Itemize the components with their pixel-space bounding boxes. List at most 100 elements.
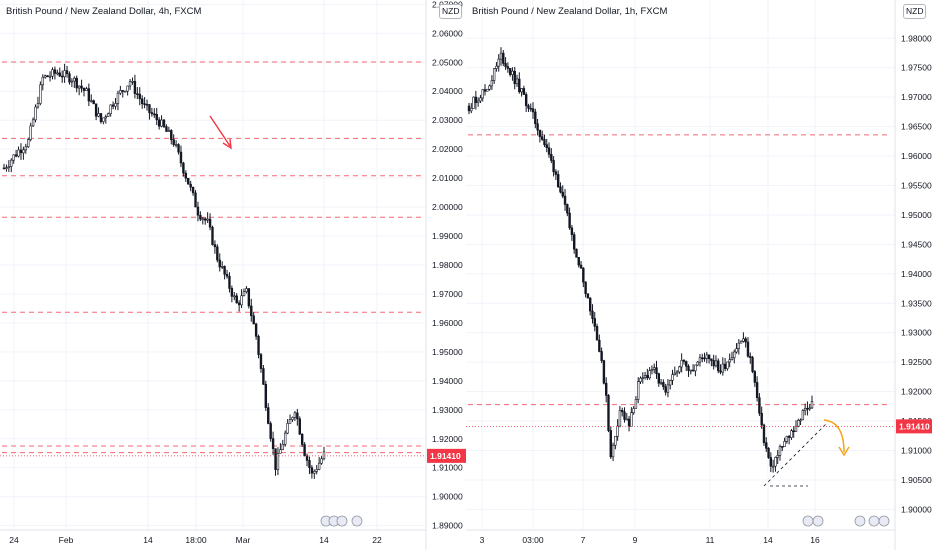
candle-body[interactable]	[267, 407, 270, 424]
candle-body[interactable]	[53, 69, 57, 74]
candle-body[interactable]	[317, 462, 321, 470]
candle-body[interactable]	[102, 117, 105, 123]
candle-body[interactable]	[121, 90, 124, 92]
candle-body[interactable]	[77, 85, 81, 89]
candle-body[interactable]	[41, 76, 44, 86]
candle-body[interactable]	[284, 432, 287, 445]
candle-body[interactable]	[87, 88, 91, 102]
candle-body[interactable]	[308, 460, 311, 468]
candle-body[interactable]	[104, 116, 108, 119]
candle-body[interactable]	[14, 154, 18, 157]
candle-body[interactable]	[107, 113, 110, 117]
candle-body[interactable]	[31, 119, 35, 127]
candle-body[interactable]	[160, 119, 163, 127]
candle-body[interactable]	[5, 167, 8, 169]
candle-body[interactable]	[165, 126, 168, 132]
candle-body[interactable]	[27, 139, 30, 148]
candle-body[interactable]	[99, 113, 103, 123]
candle-body[interactable]	[230, 288, 234, 297]
candle-body[interactable]	[90, 100, 93, 103]
candle-body[interactable]	[34, 106, 37, 121]
candle-body[interactable]	[68, 73, 71, 83]
candle-body[interactable]	[191, 186, 195, 194]
candle-body[interactable]	[44, 75, 47, 78]
candle-body[interactable]	[235, 295, 238, 304]
candle-body[interactable]	[276, 453, 280, 470]
candle-body[interactable]	[228, 275, 231, 289]
candle-body[interactable]	[136, 93, 139, 95]
candle-body[interactable]	[220, 266, 224, 268]
candle-body[interactable]	[48, 75, 52, 78]
candle-body[interactable]	[225, 273, 229, 277]
candle-body[interactable]	[155, 113, 158, 121]
candle-body[interactable]	[204, 218, 207, 221]
candle-body[interactable]	[138, 93, 141, 100]
candle-body[interactable]	[279, 449, 282, 454]
candle-body[interactable]	[310, 467, 314, 474]
event-marker-icon[interactable]	[336, 515, 348, 527]
candle-body[interactable]	[237, 302, 241, 306]
candle-body[interactable]	[320, 458, 323, 464]
candle-body[interactable]	[199, 214, 202, 220]
candle-body[interactable]	[216, 246, 219, 261]
candle-body[interactable]	[60, 75, 64, 78]
candle-body[interactable]	[97, 113, 100, 117]
candle-body[interactable]	[162, 119, 166, 127]
candle-body[interactable]	[206, 218, 209, 221]
candle-body[interactable]	[148, 104, 151, 113]
candle-body[interactable]	[274, 448, 277, 470]
candle-body[interactable]	[187, 177, 190, 185]
candle-body[interactable]	[157, 119, 161, 127]
candle-body[interactable]	[240, 295, 243, 306]
candle-body[interactable]	[65, 70, 69, 75]
candle-body[interactable]	[305, 455, 309, 461]
candle-body[interactable]	[252, 315, 255, 325]
candle-body[interactable]	[133, 81, 137, 94]
candle-body[interactable]	[63, 70, 66, 77]
candle-body[interactable]	[116, 92, 120, 104]
candle-body[interactable]	[174, 144, 178, 146]
candle-body[interactable]	[22, 149, 25, 154]
candle-body[interactable]	[10, 159, 13, 167]
candle-body[interactable]	[257, 336, 260, 355]
candle-body[interactable]	[7, 166, 11, 168]
candle-body[interactable]	[296, 412, 299, 420]
candle-body[interactable]	[184, 172, 188, 179]
candle-body[interactable]	[313, 470, 316, 474]
candle-body[interactable]	[271, 438, 275, 449]
candle-body[interactable]	[124, 90, 127, 93]
candle-body[interactable]	[2, 167, 6, 170]
candle-body[interactable]	[82, 87, 86, 91]
candle-body[interactable]	[298, 418, 301, 435]
candle-body[interactable]	[56, 72, 59, 75]
candle-body[interactable]	[119, 90, 122, 94]
candle-body[interactable]	[109, 104, 112, 115]
candle-body[interactable]	[223, 266, 226, 275]
candle-body[interactable]	[196, 206, 200, 216]
candle-body[interactable]	[315, 469, 318, 472]
candle-body[interactable]	[172, 139, 175, 145]
candle-body[interactable]	[12, 154, 15, 161]
candle-body[interactable]	[111, 104, 115, 107]
candle-body[interactable]	[201, 218, 204, 221]
event-marker-icon[interactable]	[351, 515, 363, 527]
candle-body[interactable]	[94, 103, 98, 117]
currency-badge[interactable]: NZD	[903, 4, 927, 19]
candle-body[interactable]	[140, 98, 144, 104]
candle-body[interactable]	[189, 183, 192, 188]
candle-body[interactable]	[46, 75, 49, 78]
candle-body[interactable]	[24, 146, 28, 151]
candle-body[interactable]	[259, 354, 263, 369]
candle-body[interactable]	[269, 423, 272, 439]
candle-body[interactable]	[92, 100, 95, 105]
candle-body[interactable]	[150, 112, 154, 115]
candle-body[interactable]	[177, 144, 180, 153]
candle-body[interactable]	[281, 444, 284, 450]
candle-body[interactable]	[233, 295, 236, 298]
candle-body[interactable]	[245, 288, 248, 293]
candle-body[interactable]	[131, 81, 134, 83]
candle-body[interactable]	[322, 451, 326, 460]
candle-body[interactable]	[153, 113, 156, 116]
candle-body[interactable]	[254, 323, 258, 337]
